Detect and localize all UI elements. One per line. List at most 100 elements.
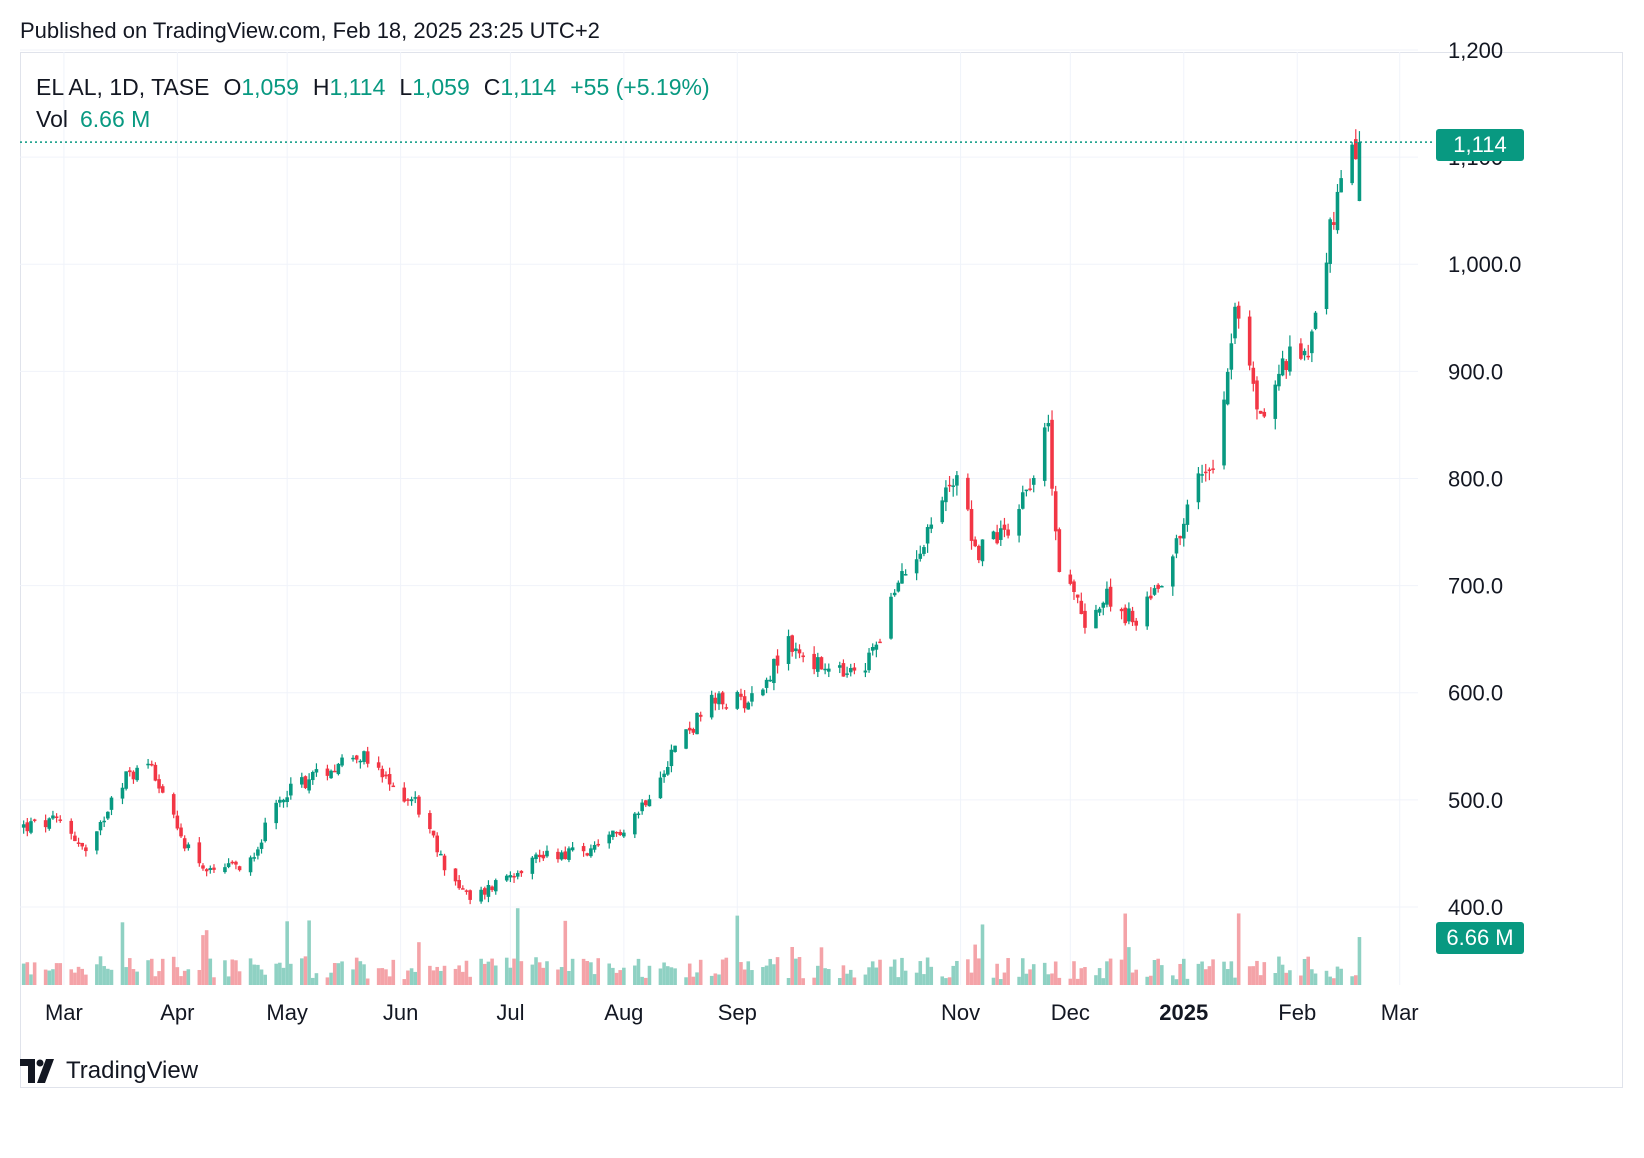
volume-bar [1328,976,1332,985]
volume-bar [1031,964,1036,985]
time-tick-label: Nov [941,1000,980,1025]
candle-body [739,693,743,697]
tradingview-logo[interactable]: TradingView [20,1054,198,1088]
candle-body [120,787,125,799]
candle-body [1130,610,1135,623]
candle-body [1207,469,1212,471]
volume-bar [237,971,242,985]
candle-body [428,813,432,830]
volume-bar [1156,958,1160,985]
volume-bar [914,972,919,985]
candle-body [325,768,330,776]
volume-bar [1251,966,1256,985]
volume-bar [512,958,516,985]
candle-body [541,854,546,859]
candle-body [1225,371,1230,405]
candle-body [918,553,923,559]
candle-body [1075,594,1080,598]
volume-bar [1280,964,1285,985]
volume-bar [149,958,154,985]
last-price-tag: 1,114 [1436,129,1524,161]
volume-bar [724,957,729,985]
volume-bar [1152,960,1157,985]
candle-body [819,657,824,670]
volume-bar [1119,959,1124,985]
candle-body [1310,331,1314,354]
volume-bar [387,976,392,985]
candle-body [534,854,538,860]
candle-body [644,800,648,806]
volume-bar [384,969,388,985]
candle-body [545,850,549,857]
price-tick-label: 400.0 [1448,895,1503,920]
candle-body [991,531,996,540]
volume-bar [797,957,802,985]
volume-bar [1207,966,1212,985]
candle-body [515,873,520,877]
volume-bar [1306,956,1310,985]
volume-bar [428,965,432,985]
candle-body [1233,306,1237,339]
volume-bar [493,965,498,985]
candle-body [402,787,407,802]
candle-body [1053,491,1058,532]
volume-bar [1229,961,1234,985]
candle-body [21,824,26,828]
volume-bar [1178,963,1182,985]
volume-bar [329,972,333,985]
volume-bar [698,959,703,985]
volume-bar [889,966,893,985]
candle-body [951,485,956,487]
volume-bar [431,970,436,985]
candle-body [955,475,959,486]
volume-bar [812,977,816,985]
volume-bar [479,958,483,985]
candle-body [1353,139,1358,160]
candle-body [1236,305,1241,319]
candle-body [1083,610,1087,628]
volume-bar [541,967,546,985]
time-tick-label: Aug [604,1000,643,1025]
volume-bar [848,969,853,985]
candle-body [490,886,494,891]
volume-bar [1357,937,1362,985]
volume-bar [563,920,568,985]
volume-bar [1127,947,1131,985]
volume-bar [351,969,355,985]
candle-body [903,574,908,576]
volume-label: Vol [36,106,68,132]
candle-body [259,842,264,849]
volume-bar [589,962,593,985]
candle-body [567,848,571,860]
volume-bar [307,920,311,985]
volume-bar [1324,970,1329,985]
candle-body [149,763,154,766]
candle-body [614,831,619,834]
volume-bar [310,977,315,985]
candle-body [673,745,677,752]
volume-bar [1313,973,1318,985]
candle-body [69,820,74,834]
volume-bars [21,908,1362,985]
volume-bar [1075,978,1080,985]
candle-body [607,834,611,844]
candle-body [1203,471,1208,474]
candle-body [870,646,875,651]
volume-bar [1339,968,1343,985]
volume-bar [1277,956,1281,985]
candle-body [461,888,465,890]
candle-body [146,763,150,766]
volume-bar [508,967,513,985]
candle-body [128,770,132,773]
volume-bar [570,958,575,985]
candle-body [1002,524,1007,530]
volume-bar [530,964,535,985]
volume-bar [537,962,542,985]
candle-body [742,696,747,709]
candle-body [51,815,55,819]
volume-bar [750,970,754,985]
candle-body [669,749,674,767]
candle-body [764,679,769,688]
candle-body [409,799,414,802]
